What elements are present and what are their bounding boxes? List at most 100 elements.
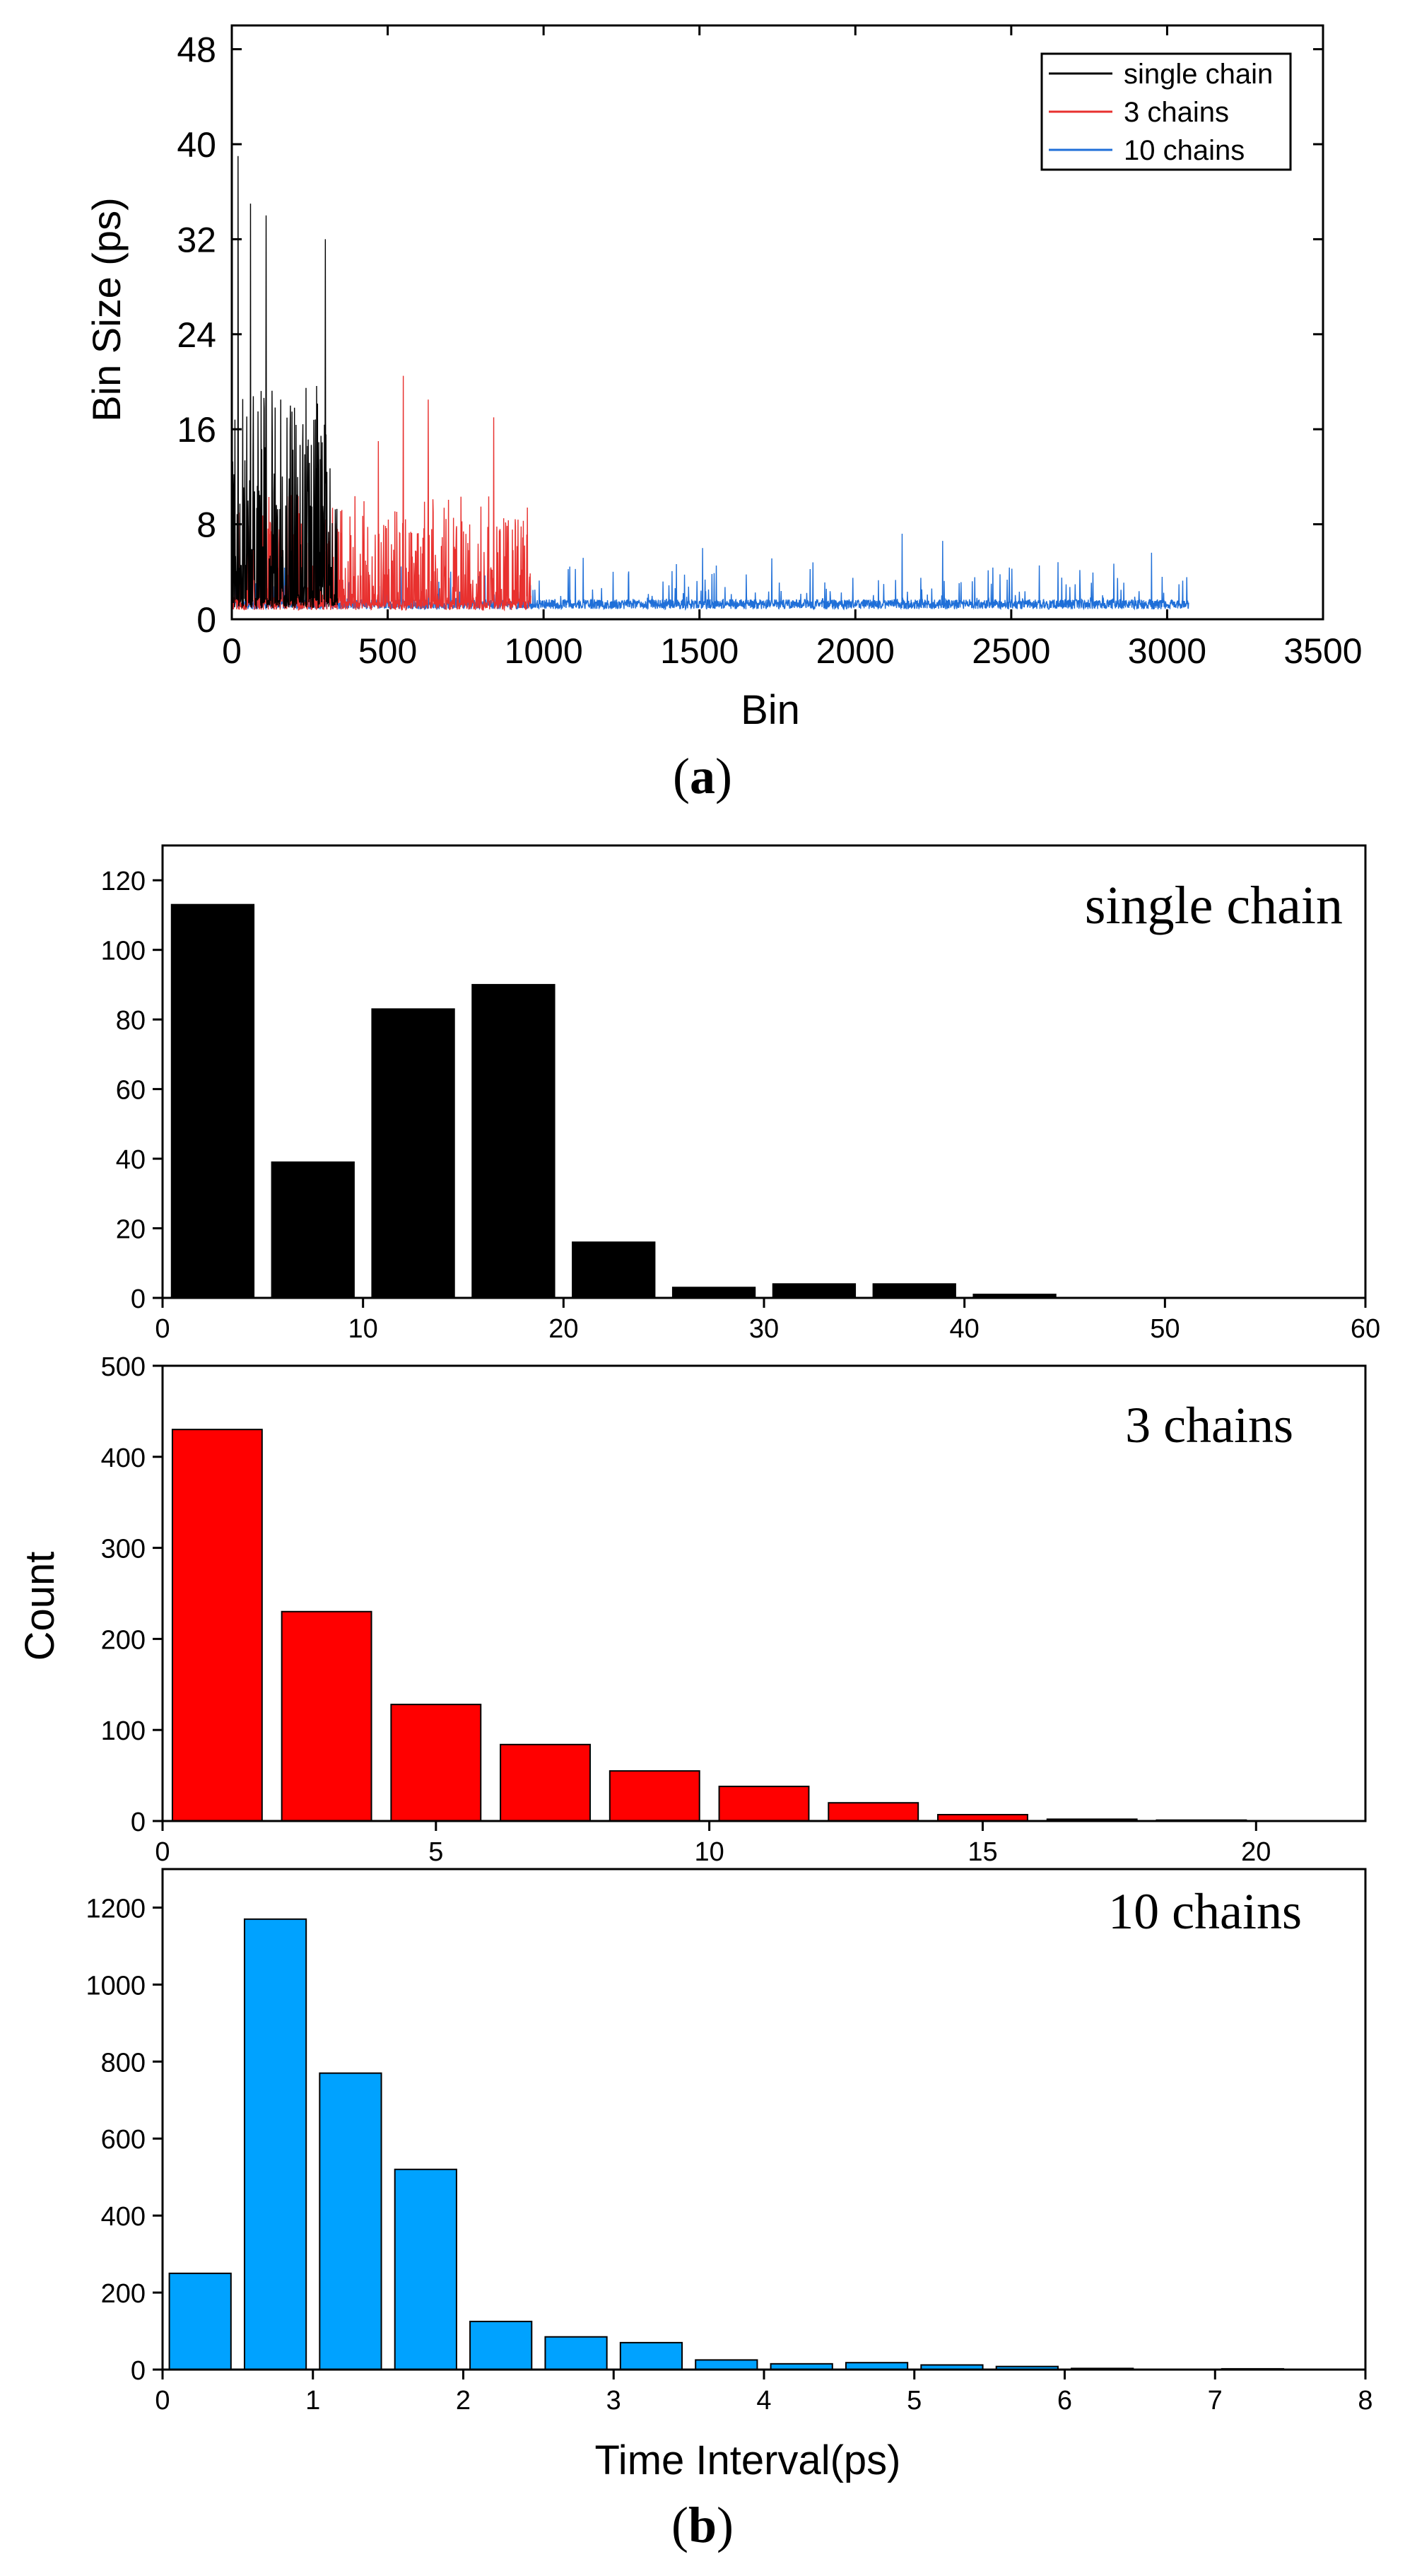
x-tick-label: 2	[456, 2386, 471, 2416]
y-tick-label: 0	[131, 1808, 146, 1837]
x-tick-label: 6	[1057, 2386, 1072, 2416]
caption-b-open: (	[671, 2497, 688, 2553]
legend-label-single-chain: single chain	[1124, 59, 1273, 90]
histogram-bar	[609, 1770, 700, 1822]
y-tick-label: 800	[101, 2048, 146, 2078]
x-tick-label: 0	[155, 2386, 170, 2416]
caption-b-letter: b	[688, 2497, 717, 2553]
x-tick-label: 20	[1241, 1837, 1271, 1867]
y-tick-label: 300	[101, 1535, 146, 1564]
plot-frame	[161, 1364, 1367, 1822]
histogram-bar	[572, 1241, 656, 1299]
x-tick-label: 3	[606, 2386, 621, 2416]
y-tick-label: 48	[177, 30, 216, 70]
x-tick-label: 3000	[1128, 631, 1206, 671]
histogram-bar	[828, 1802, 919, 1822]
x-tick-label: 1000	[505, 631, 583, 671]
y-tick-label: 100	[101, 937, 146, 966]
histogram-bar	[695, 2359, 758, 2371]
y-tick-label: 0	[196, 600, 216, 640]
x-axis-label: Bin	[741, 687, 800, 733]
x-tick-label: 10	[694, 1837, 724, 1867]
x-tick-label: 0	[155, 1314, 170, 1344]
y-tick-label: 60	[116, 1076, 146, 1106]
histogram-bar	[872, 1283, 956, 1299]
histogram-bar	[390, 1704, 482, 1822]
y-tick-label: 120	[101, 867, 146, 896]
y-tick-label: 16	[177, 410, 216, 450]
legend-label-3-chains: 3 chains	[1124, 97, 1229, 128]
y-tick-label: 200	[101, 2279, 146, 2309]
x-tick-label: 0	[155, 1837, 170, 1867]
histogram-bar	[371, 1008, 455, 1299]
x-tick-label: 10	[348, 1314, 378, 1344]
histogram-bar	[271, 1161, 355, 1299]
histogram-bar	[170, 903, 255, 1299]
y-tick-label: 80	[116, 1006, 146, 1036]
histogram-bar	[772, 1283, 857, 1299]
caption-b-close: )	[717, 2497, 734, 2553]
y-tick-label: 400	[101, 1444, 146, 1473]
x-tick-label: 4	[756, 2386, 771, 2416]
y-axis-label: Bin Size (ps)	[84, 197, 129, 421]
y-tick-label: 40	[177, 125, 216, 165]
x-tick-label: 30	[749, 1314, 779, 1344]
histogram-bar	[243, 1918, 307, 2371]
x-tick-label: 1500	[660, 631, 739, 671]
y-tick-label: 40	[116, 1145, 146, 1175]
three-chains-histogram: 0 100 200 300 400 500 0 5 10 15 20 3 chains	[101, 1352, 1367, 1867]
panel-label: single chain	[1085, 876, 1343, 935]
x-tick-label: 50	[1150, 1314, 1180, 1344]
legend: single chain 3 chains 10 chains	[1040, 52, 1292, 171]
x-tick-label: 60	[1351, 1314, 1380, 1344]
histogram-bar	[168, 2272, 232, 2370]
y-tick-label: 600	[101, 2125, 146, 2155]
x-tick-label: 5	[907, 2386, 922, 2416]
single-chain-histogram: 0 20 40 60 80 100 120 0 10 20 30 40 50 60 single chain	[101, 844, 1380, 1344]
axis-ticks: 0 8 16 24 32 40 48 0 500 1000 1500 2000 2500 3000 3500	[177, 25, 1363, 671]
caption-a-letter: a	[690, 748, 715, 804]
x-tick-label: 7	[1208, 2386, 1223, 2416]
x-tick-label: 0	[222, 631, 242, 671]
y-tick-label: 32	[177, 220, 216, 259]
caption-a-open: (	[673, 748, 690, 804]
x-tick-label: 40	[950, 1314, 980, 1344]
caption-a: (a)	[673, 748, 732, 804]
y-tick-label: 24	[177, 315, 216, 355]
x-tick-label: 2000	[816, 631, 895, 671]
panel-label: 3 chains	[1125, 1397, 1293, 1453]
histogram-bar	[671, 1287, 756, 1299]
histogram-bar	[319, 2072, 382, 2370]
histogram-bar	[544, 2336, 608, 2371]
histogram-bar	[500, 1743, 591, 1822]
y-tick-label: 500	[101, 1352, 146, 1382]
histogram-bar	[394, 2168, 457, 2371]
x-tick-label: 20	[548, 1314, 578, 1344]
y-tick-label: 200	[101, 1625, 146, 1655]
histogram-bar	[471, 983, 555, 1299]
series-line-single-chain	[231, 156, 339, 609]
ten-chains-histogram: 0 200 400 600 800 1000 1200 0 1 2 3 4 5 6 7 8 10 chains	[86, 1868, 1373, 2416]
x-tick-label: 8	[1358, 2386, 1372, 2416]
histogram-bar	[619, 2341, 683, 2370]
histogram-bar	[281, 1610, 372, 1822]
shared-y-axis-label: Count	[17, 1552, 63, 1661]
y-tick-label: 1200	[86, 1894, 146, 1924]
histogram-bar	[171, 1429, 263, 1822]
panel-label: 10 chains	[1108, 1883, 1302, 1940]
x-tick-label: 1	[305, 2386, 320, 2416]
y-tick-label: 8	[196, 505, 216, 545]
shared-x-axis-label: Time Interval(ps)	[595, 2437, 901, 2483]
y-tick-label: 0	[131, 2356, 146, 2386]
caption-b: (b)	[671, 2497, 734, 2553]
y-tick-label: 100	[101, 1716, 146, 1746]
y-tick-label: 400	[101, 2202, 146, 2232]
y-tick-label: 20	[116, 1215, 146, 1245]
bin-size-line-chart: 0 8 16 24 32 40 48 0 500 1000 1500 2000 2500 3000 3500…	[84, 24, 1363, 804]
x-tick-label: 15	[968, 1837, 997, 1867]
plot-frame	[230, 24, 1324, 621]
y-tick-label: 1000	[86, 1971, 146, 2001]
x-tick-label: 2500	[972, 631, 1050, 671]
legend-label-10-chains: 10 chains	[1124, 135, 1245, 166]
